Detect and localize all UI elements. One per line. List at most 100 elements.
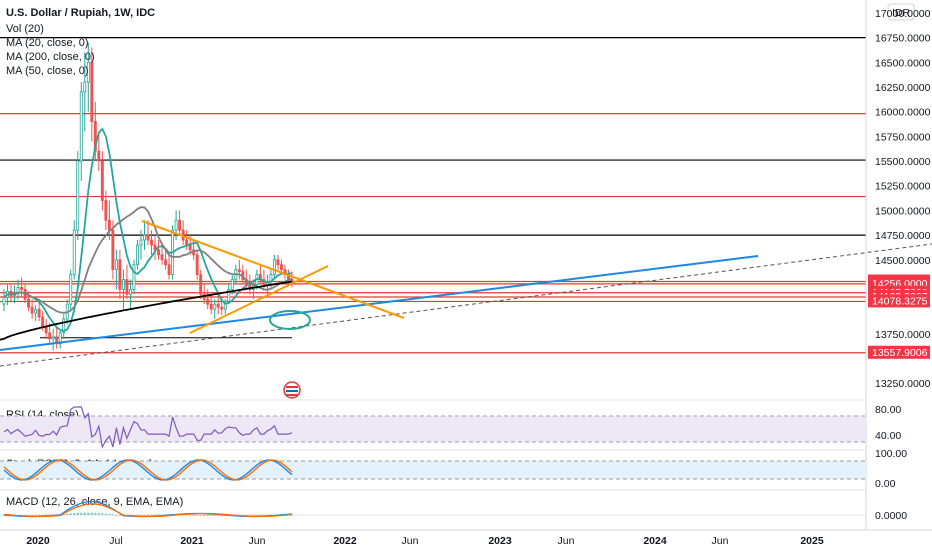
macd-histogram-bar [245, 515, 248, 516]
candle [248, 274, 252, 295]
candle-body [125, 279, 129, 295]
price-tag-text: 13557.9006 [872, 347, 928, 359]
candle-body [41, 316, 45, 328]
candle [164, 249, 168, 270]
macd-histogram-bar [139, 515, 143, 516]
candle-body [69, 274, 73, 305]
candle [125, 264, 129, 300]
candle-body [48, 332, 52, 340]
candle-body [139, 239, 143, 246]
triangle-upper-line[interactable] [141, 220, 405, 319]
candle [174, 210, 178, 241]
candle-body [79, 91, 83, 162]
candle-body [2, 296, 6, 305]
macd-histogram-bar [192, 514, 195, 516]
time-axis-label: Jun [402, 535, 419, 547]
macd-histogram-bar [143, 515, 146, 516]
candle-body [83, 81, 87, 93]
macd-histogram-bar [87, 512, 90, 515]
macd-histogram-bar [185, 514, 188, 516]
macd-histogram-bar [136, 515, 139, 516]
candle [209, 294, 213, 315]
candle [199, 269, 203, 300]
candle-body [104, 200, 108, 221]
currency-badge[interactable]: IDR [887, 3, 915, 21]
candle [118, 249, 122, 300]
candle [136, 240, 139, 270]
macd-pane[interactable]: MACD (12, 26, close, 9, EMA, EMA) [0, 496, 866, 518]
time-axis-label: Jun [712, 535, 729, 547]
candle-body [37, 308, 41, 318]
candle-body [121, 279, 125, 290]
candle [178, 210, 182, 236]
macd-histogram-bar [94, 512, 97, 515]
price-tick-label: 13250.0000 [875, 378, 931, 390]
indicator-label-ma20: MA (20, close, 0) [6, 37, 89, 49]
price-tick-label: 14500.0000 [875, 255, 931, 267]
candle [143, 220, 146, 250]
macd-histogram-bar [160, 514, 164, 516]
candle-body [62, 318, 66, 334]
price-tag-box [868, 345, 930, 359]
candle-body [164, 259, 168, 266]
candle [150, 230, 153, 255]
candle [104, 190, 108, 231]
macd-histogram-bar [217, 515, 220, 516]
time-axis-label: Jul [109, 535, 122, 547]
macd-histogram-bar [266, 514, 269, 516]
candle-body [27, 298, 31, 308]
candle [114, 249, 118, 290]
stoch-rsi-pane[interactable]: Stoch RSI (3, 3, 14, 14, close) [0, 458, 866, 481]
candle-body [30, 306, 34, 314]
candle [227, 284, 231, 305]
candle-body [76, 160, 80, 231]
stoch-axis-0: 0.00 [875, 478, 896, 490]
rsi-pane[interactable]: RSI (14, close) [0, 406, 866, 449]
indicator-label-ma200: MA (200, close, 0) [6, 51, 95, 63]
trendline-blue[interactable] [0, 255, 759, 351]
candle-body [51, 336, 55, 340]
candle-body [174, 219, 178, 231]
price-tick-label: 17000.0000 [875, 8, 931, 20]
rsi-axis-80: 80.00 [875, 404, 901, 416]
candle [160, 244, 164, 265]
stoch-axis-100: 100.00 [875, 448, 907, 460]
macd-histogram-bar [38, 514, 41, 516]
candle [97, 131, 101, 171]
price-tag-box [868, 294, 930, 308]
time-axis-label: 2023 [488, 535, 512, 547]
rsi-band [0, 416, 866, 442]
candle [216, 294, 220, 315]
highlight-ellipse[interactable] [269, 310, 311, 330]
price-tick-label: 15750.0000 [875, 131, 931, 143]
macd-histogram-bar [255, 514, 258, 516]
candle-body [97, 150, 101, 162]
macd-histogram-bar [101, 513, 104, 515]
trendline-dashed[interactable] [0, 243, 932, 367]
candle [146, 220, 150, 245]
macd-histogram-bar [150, 514, 153, 516]
triangle-lower-line[interactable] [189, 265, 329, 334]
time-axis-label: 2020 [26, 535, 50, 547]
time-axis[interactable]: 2020 Jul 2021 Jun 2022 Jun 2023 Jun 2024 Jun 2025 [26, 535, 824, 547]
price-tick-label: 15500.0000 [875, 156, 931, 168]
price-axis[interactable]: 17000.0000 16750.0000 16500.0000 16250.0000… [0, 0, 932, 531]
macd-histogram-bar [34, 514, 37, 516]
flag-icon[interactable] [283, 381, 301, 399]
time-axis-label: 2024 [643, 535, 667, 547]
candle-body [195, 254, 199, 275]
macd-histogram-bar [90, 512, 93, 515]
candle-body [157, 249, 160, 256]
macd-histogram-bar [24, 515, 27, 516]
macd-histogram-bar [199, 515, 202, 516]
macd-histogram-bar [83, 512, 86, 515]
trend-drawings[interactable] [0, 220, 932, 367]
candle [72, 220, 76, 280]
candle [34, 305, 38, 321]
candle-body [34, 308, 38, 314]
macd-histogram-bar [210, 515, 213, 516]
candle-body [213, 303, 217, 310]
macd-histogram-bar [76, 512, 79, 515]
